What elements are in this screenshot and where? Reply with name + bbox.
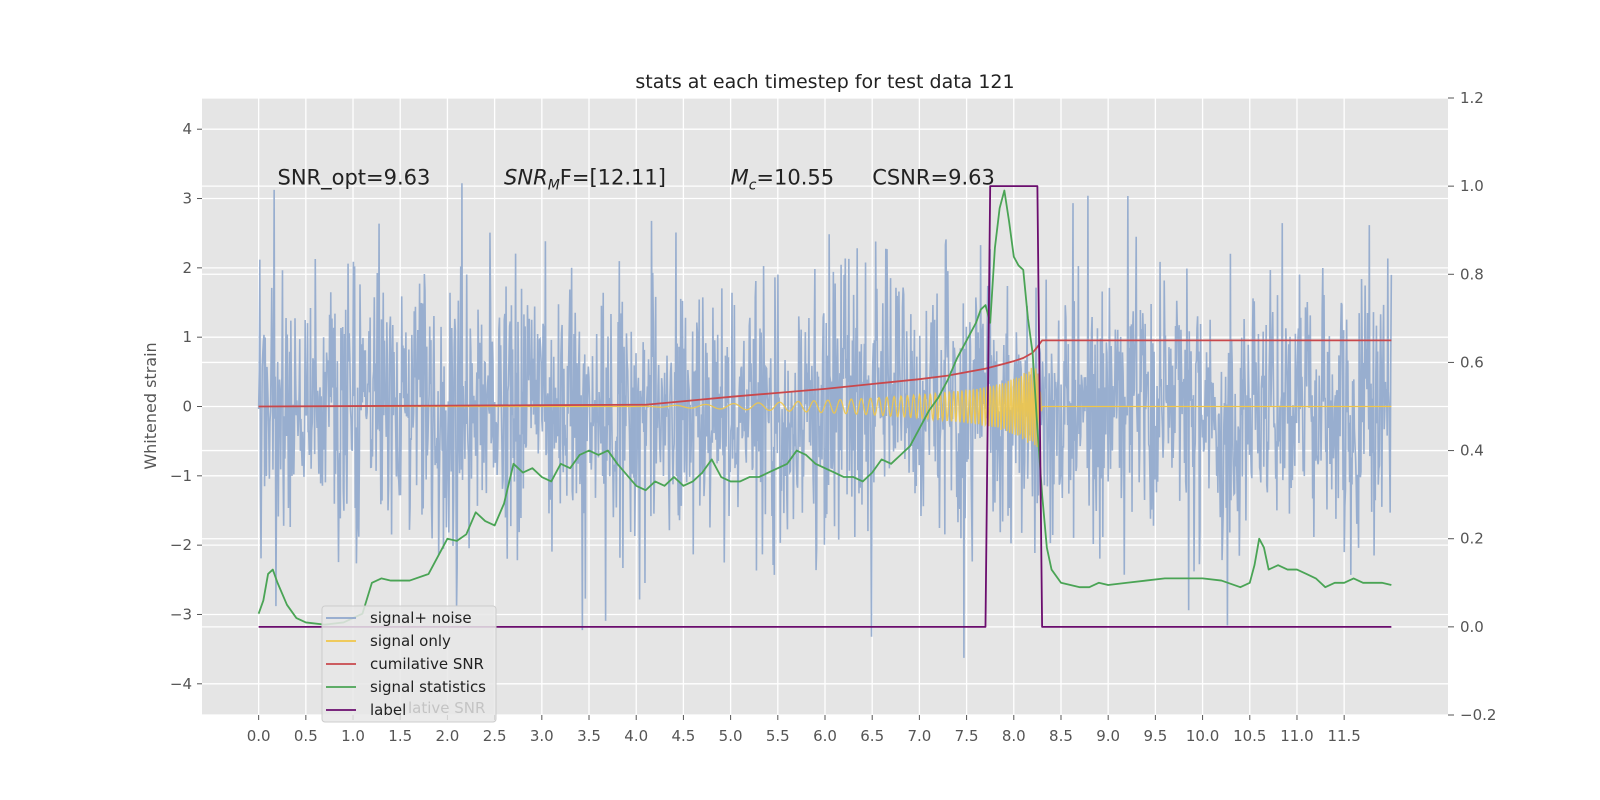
x-tick-label: 5.0: [719, 727, 743, 745]
annotation-snr_opt: SNR_opt=9.63: [278, 166, 431, 191]
y2-tick-label: 0.2: [1460, 530, 1484, 548]
y-tick-label: 2: [182, 259, 192, 277]
x-tick-label: 4.5: [671, 727, 695, 745]
x-tick-label: 10.5: [1233, 727, 1266, 745]
legend-box: [321, 605, 497, 723]
legend: lative SNR signal+ noise signal only cumila…: [321, 605, 497, 723]
legend-label: signal statistics: [370, 678, 486, 696]
y2-tick-label: −0.2: [1460, 706, 1496, 724]
x-tick-label: 7.0: [907, 727, 931, 745]
y2-tick-label: 0.8: [1460, 265, 1484, 283]
series-layer: [257, 183, 1393, 658]
legend-label: label: [370, 701, 406, 719]
chart-title: stats at each timestep for test data 121: [635, 71, 1014, 93]
x-tick-label: 1.0: [341, 727, 365, 745]
series-cumilative-snr: [258, 339, 1392, 408]
x-axis-ticks: 0.0 0.5 1.0 1.5 2.0 2.5 3.0 3.5 4.0 4.5 5.0 5.5 6.0 6…: [247, 715, 1361, 745]
y2-tick-label: 1.0: [1460, 177, 1484, 195]
x-tick-label: 9.5: [1143, 727, 1167, 745]
x-tick-label: 5.5: [766, 727, 790, 745]
y-axis-label: Whitened strain: [141, 342, 160, 469]
y2-tick-label: 0.0: [1460, 618, 1484, 636]
y2-axis-ticks: 1.2 1.0 0.8 0.6 0.4 0.2 0.0 −0.2: [1448, 89, 1496, 724]
y-axis-ticks: 4 3 2 1 0 −1 −2 −3 −4: [170, 120, 202, 693]
x-tick-label: 8.0: [1002, 727, 1026, 745]
x-tick-label: 11.5: [1327, 727, 1360, 745]
series-signal-statistics: [257, 189, 1392, 626]
x-tick-label: 9.0: [1096, 727, 1120, 745]
x-tick-label: 2.0: [435, 727, 459, 745]
annotations: SNR_opt=9.63 SNRMF=[12.11] Mc=10.55 CSNR=9.…: [278, 166, 995, 194]
y2-tick-label: 0.4: [1460, 442, 1484, 460]
y-tick-label: 0: [182, 398, 192, 416]
x-tick-label: 0.0: [247, 727, 271, 745]
x-tick-label: 0.5: [294, 727, 318, 745]
legend-label: signal+ noise: [370, 609, 472, 627]
series-signal-noise: [257, 183, 1393, 658]
y-tick-label: −3: [170, 605, 192, 623]
x-tick-label: 2.5: [483, 727, 507, 745]
annotation-snr_mf: SNRMF=[12.11]: [504, 166, 666, 194]
x-tick-label: 11.0: [1280, 727, 1313, 745]
series-signal-only: [636, 367, 1043, 448]
x-tick-label: 6.0: [813, 727, 837, 745]
x-tick-label: 3.5: [577, 727, 601, 745]
x-tick-label: 6.5: [860, 727, 884, 745]
x-tick-label: 4.0: [624, 727, 648, 745]
x-tick-label: 8.5: [1049, 727, 1073, 745]
legend-label: cumilative SNR: [370, 655, 484, 673]
x-tick-label: 3.0: [530, 727, 554, 745]
y2-tick-label: 0.6: [1460, 353, 1484, 371]
annotation-csnr: CSNR=9.63: [872, 166, 995, 190]
series-label: [258, 185, 1392, 628]
y-tick-label: −2: [170, 536, 192, 554]
y-tick-label: 3: [182, 190, 192, 208]
x-tick-label: 1.5: [388, 727, 412, 745]
y2-tick-label: 1.2: [1460, 89, 1484, 107]
legend-label: signal only: [370, 632, 451, 650]
x-tick-label: 10.0: [1186, 727, 1219, 745]
annotation-mc: Mc=10.55: [731, 166, 835, 194]
legend-ghost-text: lative SNR: [408, 699, 485, 717]
x-tick-label: 7.5: [955, 727, 979, 745]
y-tick-label: 1: [182, 328, 192, 346]
y-tick-label: 4: [182, 120, 192, 138]
y-tick-label: −1: [170, 467, 192, 485]
y-tick-label: −4: [170, 675, 192, 693]
